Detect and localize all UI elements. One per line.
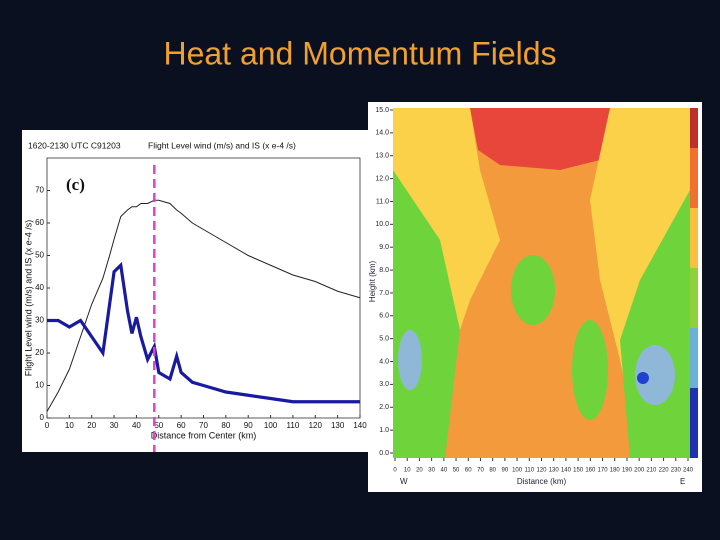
x-tick-label: 140 [561,468,572,474]
y-tick-label: 14.0 [375,130,389,137]
x-tick-label: 100 [264,421,278,430]
series-line [47,261,360,404]
x-tick-label: 110 [287,421,300,430]
y-tick-label: 12.0 [375,175,389,182]
x-tick-label: 10 [65,421,74,430]
y-tick-label: 7.0 [379,290,389,297]
x-tick-label: 70 [477,468,484,474]
x-tick-label: 50 [453,468,460,474]
left-panel [22,130,368,452]
contour-field [393,108,690,458]
x-tick-label: 180 [610,468,621,474]
x-tick-label: 30 [428,468,435,474]
y-tick-label: 4.0 [379,358,389,365]
west-label: W [400,477,408,486]
x-tick-label: 40 [132,421,141,430]
y-tick-label: 11.0 [376,198,389,205]
x-tick-label: 140 [353,421,367,430]
y-tick-label: 40 [35,283,44,292]
x-tick-label: 190 [622,468,633,474]
slide-title: Heat and Momentum Fields [163,35,556,71]
x-axis-label: Distance from Center (km) [151,430,257,440]
x-tick-label: 80 [221,421,230,430]
x-tick-label: 30 [110,421,119,430]
chart-header: 1620-2130 UTC C91203 [28,140,121,150]
series-line [46,199,361,412]
y-tick-label: 20 [35,348,44,357]
y-tick-label: 50 [35,251,44,260]
x-tick-label: 0 [45,421,50,430]
x-tick-label: 120 [536,468,547,474]
y-tick-label: 2.0 [379,404,389,411]
x-tick-label: 60 [177,421,186,430]
x-tick-label: 70 [199,421,208,430]
y-tick-label: 0 [40,413,45,422]
x-tick-label: 150 [573,468,584,474]
y-tick-label: 0.0 [379,450,389,457]
x-tick-label: 60 [465,468,472,474]
x-tick-label: 230 [671,468,682,474]
x-tick-label: 0 [393,468,397,474]
chart-title: Flight Level wind (m/s) and IS (x e-4 /s… [148,140,296,150]
x-tick-label: 90 [244,421,253,430]
y-axis-label: Height (km) [368,260,377,302]
x-tick-label: 100 [512,468,523,474]
y-tick-label: 30 [35,316,44,325]
y-tick-label: 1.0 [379,427,389,434]
colorbar [690,108,698,458]
y-axis-label: Flight Level wind (m/s) and IS (x e-4 /s… [23,220,33,377]
east-label: E [680,477,685,486]
x-tick-label: 10 [404,468,411,474]
x-tick-label: 50 [154,421,163,430]
x-tick-label: 20 [416,468,423,474]
y-tick-label: 13.0 [375,153,389,160]
y-tick-label: 3.0 [379,381,389,388]
y-tick-label: 70 [35,186,44,195]
y-tick-label: 5.0 [379,336,389,343]
y-tick-label: 60 [35,218,44,227]
y-tick-label: 9.0 [379,244,389,251]
x-tick-label: 220 [659,468,670,474]
x-tick-label: 130 [331,421,345,430]
x-tick-label: 20 [87,421,96,430]
x-tick-label: 130 [549,468,560,474]
x-tick-label: 120 [309,421,323,430]
x-tick-label: 160 [585,468,596,474]
y-tick-label: 6.0 [379,313,389,320]
y-tick-label: 10 [35,381,44,390]
x-tick-label: 40 [440,468,447,474]
x-tick-label: 200 [634,468,645,474]
y-tick-label: 8.0 [379,267,389,274]
x-tick-label: 170 [598,468,609,474]
x-tick-label: 80 [489,468,496,474]
x-tick-label: 240 [683,468,694,474]
y-tick-label: 10.0 [375,221,389,228]
panel-label: (c) [66,175,85,194]
x-axis-label: Distance (km) [517,477,567,486]
x-tick-label: 110 [525,468,535,474]
x-tick-label: 210 [646,468,657,474]
x-tick-label: 90 [502,468,509,474]
y-tick-label: 15.0 [375,107,389,114]
